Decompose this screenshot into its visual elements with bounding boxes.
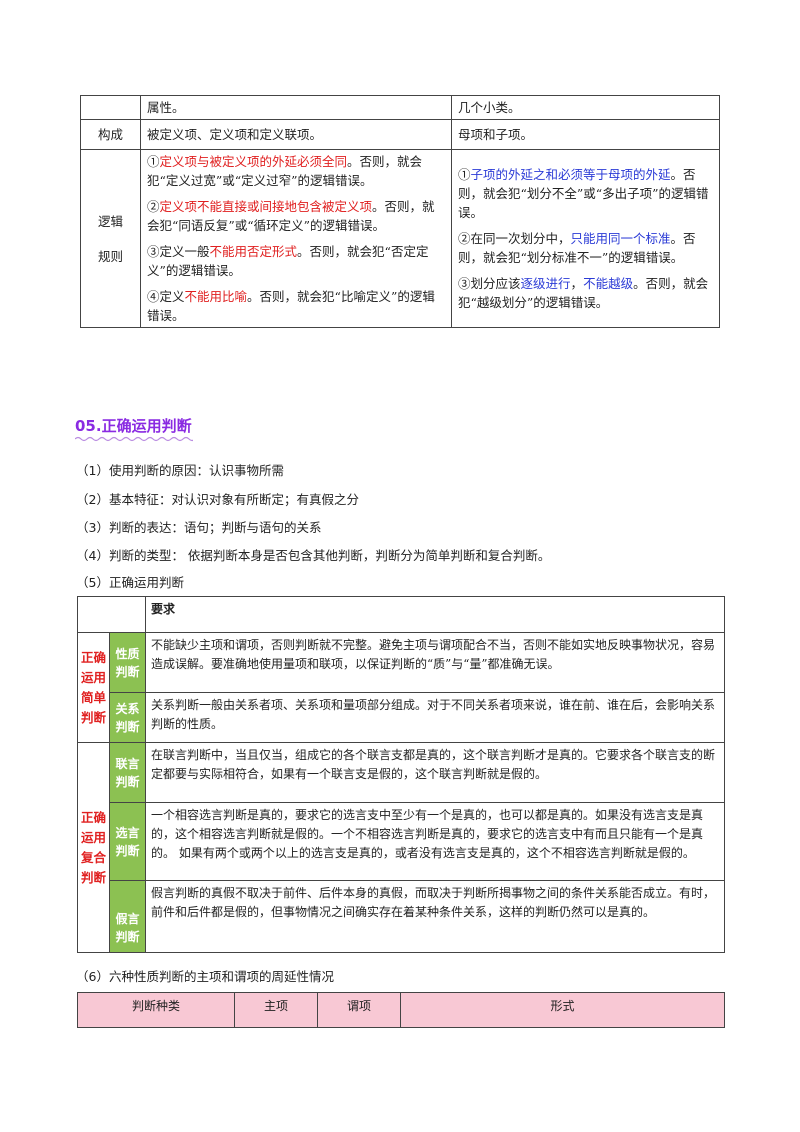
table-row: 属性。 几个小类。 <box>80 95 720 120</box>
table-cell: 几个小类。 <box>451 95 720 120</box>
paragraph: （1）使用判断的原因：认识事物所需 <box>76 463 284 478</box>
table-row: 关系判断 关系判断一般由关系者项、关系项和量项部分组成。对于不同关系者项来说，谁… <box>78 692 725 743</box>
table-cell: 属性。 <box>140 95 452 120</box>
paragraph: （6）六种性质判断的主项和谓项的周延性情况 <box>76 969 334 984</box>
table-row: 选言判断 一个相容选言判断是真的，要求它的选言支中至少有一个是真的，也可以都是真… <box>78 802 725 881</box>
paragraph: （4）判断的类型： 依据判断本身是否包含其他判断，判断分为简单判断和复合判断。 <box>76 548 551 563</box>
table-cell <box>77 596 146 633</box>
table-cell: 在联言判断中，当且仅当，组成它的各个联言支都是真的，这个联言判断才是真的。它要求… <box>145 742 725 803</box>
table-row: 假言判断 假言判断的真假不取决于前件、后件本身的真假，而取决于判断所揭事物之间的… <box>78 880 725 953</box>
table-header: 主项 <box>234 992 318 1028</box>
table-row: 正确运用简单判断 性质判断 不能缺少主项和谓项，否则判断就不完整。避免主项与谓项… <box>77 632 725 743</box>
table-cell: 不能缺少主项和谓项，否则判断就不完整。避免主项与谓项配合不当，否则不能如实地反映… <box>145 632 725 693</box>
type-label: 选言判断 <box>109 802 146 881</box>
rule-item: ④定义不能用比喻。否则，就会犯“比喻定义”的逻辑错误。 <box>147 289 435 323</box>
rule-item: ②定义项不能直接或间接地包含被定义项。否则，就会犯“同语反复”或“循环定义”的逻… <box>147 199 435 233</box>
row-label: 构成 <box>80 119 141 150</box>
definition-rules-cell: ①定义项与被定义项的外延必须全同。否则，就会犯“定义过宽”或“定义过窄”的逻辑错… <box>140 149 452 328</box>
row-label: 逻辑 规则 <box>80 149 141 328</box>
rule-item: ①子项的外延之和必须等于母项的外延。否则，就会犯“划分不全”或“多出子项”的逻辑… <box>458 167 709 220</box>
judgment-table: 要求 正确运用简单判断 性质判断 不能缺少主项和谓项，否则判断就不完整。避免主项… <box>77 596 725 953</box>
distribution-table: 判断种类 主项 谓项 形式 <box>77 992 725 1028</box>
table-cell: 假言判断的真假不取决于前件、后件本身的真假，而取决于判断所揭事物之间的条件关系能… <box>145 880 725 953</box>
table-row: 构成 被定义项、定义项和定义联项。 母项和子项。 <box>80 119 720 150</box>
paragraph: （2）基本特征：对认识对象有所断定；有真假之分 <box>76 492 359 507</box>
table-cell: 母项和子项。 <box>451 119 720 150</box>
table-row: 正确运用复合判断 联言判断 在联言判断中，当且仅当，组成它的各个联言支都是真的，… <box>77 742 725 953</box>
table-header: 要求 <box>145 596 725 633</box>
paragraph: （3）判断的表达：语句；判断与语句的关系 <box>76 520 322 535</box>
group-label-compound: 正确运用复合判断 <box>77 742 110 953</box>
type-label: 关系判断 <box>109 692 146 743</box>
table-row: 判断种类 主项 谓项 形式 <box>77 992 725 1028</box>
table-cell: 被定义项、定义项和定义联项。 <box>140 119 452 150</box>
paragraph: （5）正确运用判断 <box>76 575 184 590</box>
table-cell: 一个相容选言判断是真的，要求它的选言支中至少有一个是真的，也可以都是真的。如果没… <box>145 802 725 881</box>
rule-item: ②在同一次划分中，只能用同一个标准。否则，就会犯“划分标准不一”的逻辑错误。 <box>458 231 696 265</box>
table-row: 要求 <box>77 596 725 633</box>
rule-item: ③划分应该逐级进行，不能越级。否则，就会犯“越级划分”的逻辑错误。 <box>458 276 709 310</box>
table-row: 逻辑 规则 ①定义项与被定义项的外延必须全同。否则，就会犯“定义过宽”或“定义过… <box>80 149 720 328</box>
type-label: 性质判断 <box>109 632 146 693</box>
group-label-simple: 正确运用简单判断 <box>77 632 110 743</box>
table-header: 判断种类 <box>77 992 235 1028</box>
table-cell <box>80 95 141 120</box>
table-cell: 关系判断一般由关系者项、关系项和量项部分组成。对于不同关系者项来说，谁在前、谁在… <box>145 692 725 743</box>
type-label: 联言判断 <box>109 742 146 803</box>
section-heading: 05.正确运用判断 <box>75 417 192 435</box>
concept-table: 属性。 几个小类。 构成 被定义项、定义项和定义联项。 母项和子项。 逻辑 规则… <box>80 95 720 328</box>
table-header: 谓项 <box>317 992 401 1028</box>
heading-underline <box>75 436 193 442</box>
table-header: 形式 <box>400 992 725 1028</box>
rule-item: ③定义一般不能用否定形式。否则，就会犯“否定定义”的逻辑错误。 <box>147 244 429 278</box>
type-label: 假言判断 <box>109 880 146 953</box>
division-rules-cell: ①子项的外延之和必须等于母项的外延。否则，就会犯“划分不全”或“多出子项”的逻辑… <box>451 149 720 328</box>
row-label-line: 规则 <box>97 248 123 264</box>
row-label-line: 逻辑 <box>97 213 123 229</box>
rule-item: ①定义项与被定义项的外延必须全同。否则，就会犯“定义过宽”或“定义过窄”的逻辑错… <box>147 154 423 188</box>
